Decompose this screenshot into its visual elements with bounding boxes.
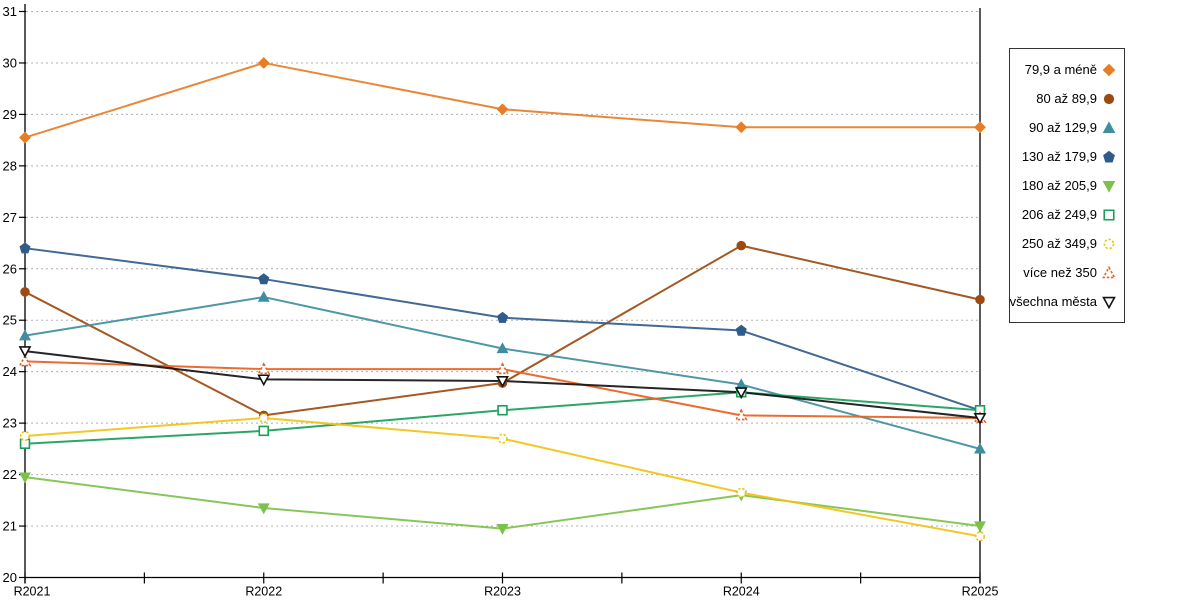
series-marker-triangle-down-hollow — [973, 413, 987, 425]
legend-item-6[interactable]: 250 až 349,9 — [1014, 229, 1116, 258]
legend-label: 250 až 349,9 — [1021, 236, 1097, 251]
y-axis-label: 25 — [3, 313, 17, 328]
series-marker-triangle-down — [496, 523, 509, 535]
series-marker-triangle-down-hollow — [734, 387, 748, 400]
series-marker-circle — [20, 287, 30, 297]
y-axis-label: 27 — [3, 210, 17, 225]
series-marker-circle — [975, 294, 985, 305]
series-marker-diamond — [19, 131, 31, 144]
legend-marker-triangle-down-hollow-icon — [1102, 296, 1116, 309]
series-marker-pentagon — [19, 242, 31, 254]
series-marker-triangle-down-hollow — [1102, 296, 1116, 309]
legend-item-2[interactable]: 90 až 129,9 — [1014, 113, 1116, 142]
series-marker-triangle-up — [257, 290, 270, 302]
series-marker-triangle-up-hollow — [257, 362, 271, 375]
legend-label: 206 až 249,9 — [1021, 207, 1097, 222]
series-marker-triangle-up-hollow — [1102, 265, 1116, 278]
legend-marker-triangle-down-icon — [1102, 180, 1116, 193]
series-marker-triangle-up-hollow — [734, 408, 748, 421]
series-marker-circle — [736, 240, 747, 251]
x-axis-label: R2024 — [723, 585, 760, 599]
y-axis-label: 31 — [3, 4, 17, 19]
legend-label: všechna města — [1009, 294, 1097, 309]
series-marker-triangle-down-hollow — [257, 374, 271, 387]
y-axis-label: 30 — [3, 55, 17, 70]
y-axis-label: 24 — [3, 364, 17, 379]
series-marker-circle-hollow — [736, 487, 747, 498]
y-axis-label: 23 — [3, 416, 17, 431]
x-axis-label: R2022 — [245, 585, 282, 599]
legend-item-1[interactable]: 80 až 89,9 — [1014, 84, 1116, 113]
y-axis-label: 22 — [3, 467, 17, 482]
series-marker-pentagon — [258, 273, 270, 285]
series-marker-pentagon — [496, 311, 509, 323]
legend-marker-diamond-icon — [1102, 63, 1116, 76]
series-marker-triangle-up-hollow — [496, 362, 509, 375]
legend-marker-triangle-up-hollow-icon — [1102, 265, 1116, 278]
series-marker-diamond — [1102, 63, 1116, 76]
series-marker-triangle-down — [19, 472, 31, 484]
y-axis-label: 28 — [3, 158, 17, 173]
legend-marker-circle-icon — [1103, 93, 1115, 104]
series-line — [24, 61, 980, 139]
series-marker-triangle-up-hollow — [18, 354, 32, 367]
legend-item-7[interactable]: více než 350 — [1014, 258, 1116, 287]
legend-marker-circle-hollow-icon — [1103, 238, 1115, 249]
series-marker-triangle-up — [19, 329, 31, 341]
series-marker-diamond — [257, 57, 270, 69]
y-axis-label: 29 — [3, 107, 17, 122]
series-marker-triangle-down — [974, 521, 986, 533]
series-marker-pentagon — [1103, 150, 1115, 163]
series-marker-diamond — [496, 103, 509, 116]
series-marker-diamond — [974, 121, 986, 134]
series-marker-triangle-up — [974, 442, 986, 454]
legend-label: více než 350 — [1023, 265, 1097, 280]
series-marker-square-hollow — [497, 405, 508, 416]
series-marker-triangle-down — [1102, 180, 1116, 193]
series-line — [24, 476, 981, 530]
series-marker-square-hollow — [258, 425, 269, 437]
x-axis-label: R2023 — [484, 585, 521, 599]
legend-label: 130 až 179,9 — [1021, 149, 1097, 164]
series-marker-circle-hollow — [497, 433, 508, 444]
legend-item-0[interactable]: 79,9 a méně — [1014, 55, 1116, 84]
series-marker-triangle-up — [496, 342, 509, 354]
series-marker-circle — [1103, 93, 1115, 104]
legend-item-5[interactable]: 206 až 249,9 — [1014, 200, 1116, 229]
series-marker-circle-hollow — [1103, 238, 1115, 249]
legend-label: 79,9 a méně — [1024, 62, 1097, 77]
legend-marker-triangle-up-icon — [1102, 120, 1116, 133]
series-marker-triangle-down-hollow — [18, 346, 32, 358]
series-marker-square-hollow — [1103, 208, 1115, 221]
series-marker-circle-hollow — [258, 412, 269, 424]
chart-legend: 79,9 a méně 80 až 89,9 90 až 129,9 130 a… — [1009, 48, 1125, 323]
series-marker-triangle-up — [1102, 120, 1116, 133]
legend-item-8[interactable]: všechna města — [1010, 287, 1116, 316]
series-marker-triangle-down — [257, 503, 270, 515]
legend-label: 180 až 205,9 — [1021, 178, 1097, 193]
y-axis-label: 20 — [3, 570, 17, 585]
legend-label: 90 až 129,9 — [1029, 120, 1097, 135]
legend-marker-pentagon-icon — [1103, 150, 1115, 163]
series-line — [24, 244, 981, 417]
legend-label: 80 až 89,9 — [1036, 91, 1097, 106]
legend-item-4[interactable]: 180 až 205,9 — [1014, 171, 1116, 200]
y-axis-label: 21 — [3, 519, 17, 534]
y-axis-label: 26 — [3, 261, 17, 276]
series-marker-pentagon — [735, 324, 747, 336]
series-marker-circle-hollow — [974, 531, 986, 542]
legend-marker-square-hollow-icon — [1103, 208, 1115, 221]
legend-item-3[interactable]: 130 až 179,9 — [1014, 142, 1116, 171]
x-axis-label: R2025 — [962, 585, 999, 599]
x-axis-label: R2021 — [14, 585, 51, 599]
series-marker-triangle-down-hollow — [496, 375, 509, 388]
series-marker-diamond — [735, 121, 748, 134]
series-marker-circle-hollow — [19, 430, 31, 442]
